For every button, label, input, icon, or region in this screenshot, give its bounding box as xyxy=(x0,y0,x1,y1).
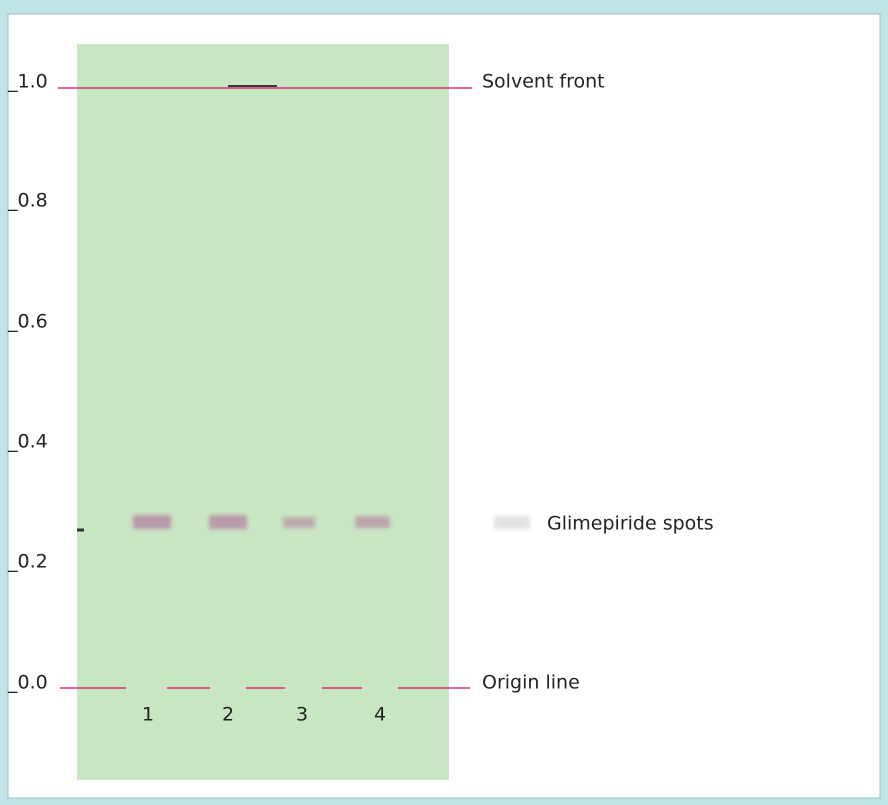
scale-label: _1.0 xyxy=(7,71,48,93)
diagram: _1.0 _0.8 _0.6 _0.4 _0.2 _0.0 1 2 3 4 Solvent fr… xyxy=(0,0,888,805)
page: _1.0 _0.8 _0.6 _0.4 _0.2 _0.0 1 2 3 4 Solvent fr… xyxy=(0,0,888,805)
scale-label: _0.8 xyxy=(7,190,48,212)
spot xyxy=(355,516,390,528)
spot xyxy=(283,517,315,528)
scale-label: _0.2 xyxy=(7,551,48,573)
origin-line-label: Origin line xyxy=(482,672,580,694)
lane-number: 2 xyxy=(222,704,234,726)
scale-label: _0.4 xyxy=(7,431,48,453)
tlc-plate xyxy=(77,44,449,780)
lane-number: 3 xyxy=(296,704,308,726)
scale-label: _0.0 xyxy=(7,672,48,694)
scale-label: _0.6 xyxy=(7,311,48,333)
legend-swatch xyxy=(494,516,530,529)
lane-number: 1 xyxy=(142,704,154,726)
solvent-front-label: Solvent front xyxy=(482,71,605,93)
spot xyxy=(133,515,171,529)
spot xyxy=(209,515,247,529)
lane-number: 4 xyxy=(374,704,386,726)
spots-label: Glimepiride spots xyxy=(547,513,714,535)
